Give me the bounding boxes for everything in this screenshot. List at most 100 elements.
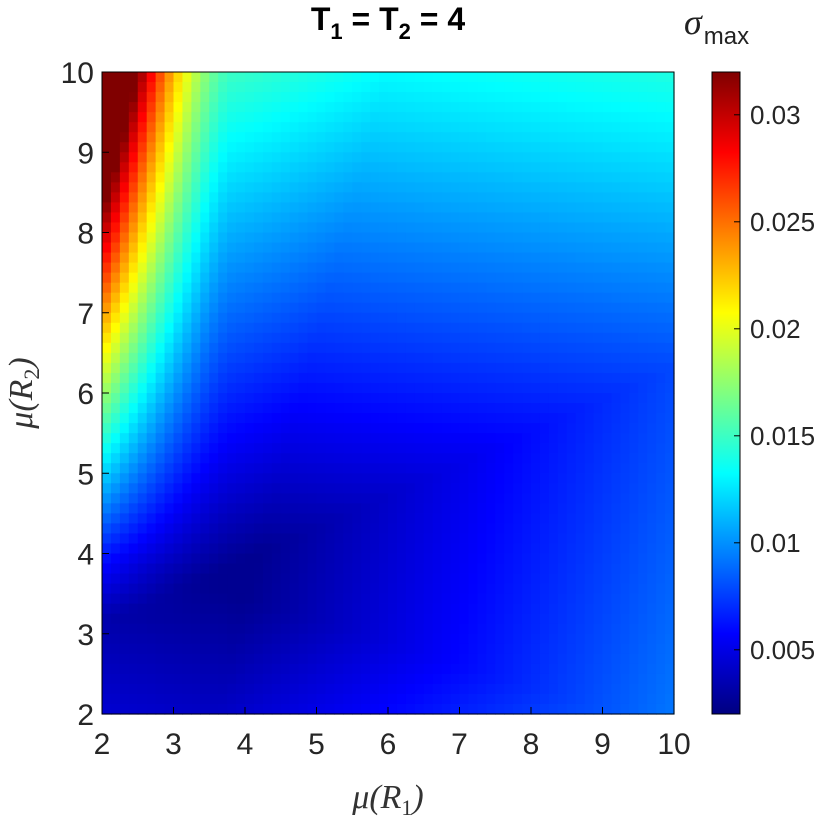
- heatmap-cell: [218, 332, 228, 344]
- heatmap-cell: [182, 523, 192, 535]
- heatmap-cell: [164, 132, 175, 143]
- heatmap-cell: [629, 533, 639, 545]
- heatmap-cell: [119, 403, 130, 414]
- heatmap-cell: [137, 613, 148, 625]
- heatmap-cell: [119, 453, 130, 464]
- heatmap-cell: [423, 543, 434, 555]
- heatmap-cell: [405, 202, 416, 214]
- heatmap-cell: [146, 423, 157, 434]
- heatmap-cell: [405, 242, 416, 254]
- heatmap-cell: [486, 212, 496, 224]
- heatmap-cell: [236, 663, 246, 675]
- heatmap-cell: [531, 322, 541, 334]
- heatmap-cell: [611, 72, 621, 83]
- heatmap-cell: [191, 352, 201, 364]
- heatmap-cell: [146, 513, 157, 525]
- heatmap-cell: [155, 162, 166, 173]
- heatmap-cell: [513, 372, 523, 384]
- heatmap-cell: [245, 302, 255, 314]
- heatmap-cell: [110, 643, 121, 655]
- heatmap-cell: [611, 613, 621, 625]
- heatmap-cell: [209, 623, 219, 635]
- heatmap-cell: [593, 132, 604, 143]
- heatmap-cell: [280, 443, 291, 454]
- heatmap-cell: [164, 603, 175, 615]
- heatmap-cell: [128, 272, 139, 284]
- heatmap-cell: [370, 523, 380, 535]
- heatmap-cell: [611, 393, 621, 404]
- heatmap-cell: [647, 523, 657, 535]
- heatmap-cell: [539, 292, 550, 304]
- heatmap-cell: [423, 553, 434, 565]
- heatmap-cell: [343, 362, 353, 374]
- heatmap-cell: [102, 192, 112, 204]
- heatmap-cell: [575, 132, 586, 143]
- heatmap-cell: [602, 623, 613, 635]
- heatmap-cell: [584, 152, 595, 163]
- heatmap-cell: [557, 583, 568, 595]
- heatmap-cell: [236, 533, 246, 545]
- heatmap-cell: [289, 382, 300, 394]
- heatmap-cell: [110, 533, 121, 545]
- heatmap-cell: [164, 362, 175, 374]
- heatmap-cell: [611, 483, 621, 494]
- heatmap-cell: [316, 663, 327, 675]
- heatmap-cell: [548, 252, 559, 264]
- heatmap-cell: [146, 623, 157, 635]
- heatmap-cell: [164, 623, 175, 635]
- heatmap-cell: [629, 703, 639, 715]
- heatmap-cell: [665, 503, 675, 514]
- heatmap-cell: [602, 112, 613, 123]
- heatmap-cell: [611, 523, 621, 535]
- heatmap-cell: [665, 613, 675, 625]
- heatmap-cell: [557, 633, 568, 645]
- heatmap-cell: [271, 483, 282, 494]
- heatmap-cell: [638, 513, 648, 525]
- heatmap-cell: [548, 122, 559, 133]
- heatmap-cell: [334, 573, 344, 585]
- heatmap-cell: [209, 463, 219, 474]
- heatmap-cell: [155, 593, 166, 605]
- heatmap-cell: [504, 473, 514, 484]
- heatmap-cell: [620, 182, 630, 193]
- heatmap-cell: [513, 423, 523, 434]
- heatmap-cell: [647, 483, 657, 494]
- heatmap-cell: [209, 292, 219, 304]
- heatmap-cell: [531, 403, 541, 414]
- heatmap-cell: [200, 563, 210, 575]
- heatmap-cell: [432, 172, 443, 183]
- heatmap-cell: [575, 473, 586, 484]
- heatmap-cell: [236, 312, 246, 324]
- heatmap-cell: [513, 703, 523, 715]
- heatmap-cell: [352, 282, 362, 294]
- heatmap-cell: [620, 413, 630, 424]
- heatmap-cell: [164, 423, 175, 434]
- heatmap-cell: [298, 493, 309, 504]
- heatmap-cell: [468, 403, 478, 414]
- heatmap-cell: [352, 152, 362, 163]
- heatmap-cell: [289, 643, 300, 655]
- heatmap-cell: [298, 623, 309, 635]
- heatmap-cell: [548, 102, 559, 113]
- heatmap-cell: [262, 563, 273, 575]
- heatmap-cell: [271, 703, 282, 715]
- heatmap-cell: [343, 423, 353, 434]
- heatmap-cell: [468, 683, 478, 695]
- heatmap-cell: [227, 483, 237, 494]
- heatmap-cell: [379, 192, 389, 204]
- heatmap-cell: [119, 473, 130, 484]
- heatmap-cell: [638, 222, 648, 234]
- heatmap-cell: [539, 152, 550, 163]
- heatmap-cell: [110, 282, 121, 294]
- heatmap-cell: [566, 633, 577, 645]
- heatmap-cell: [137, 122, 148, 133]
- heatmap-cell: [102, 433, 112, 444]
- heatmap-cell: [486, 192, 496, 204]
- heatmap-cell: [548, 172, 559, 183]
- heatmap-cell: [245, 322, 255, 334]
- heatmap-cell: [602, 192, 613, 204]
- heatmap-cell: [298, 563, 309, 575]
- heatmap-cell: [289, 252, 300, 264]
- heatmap-cell: [468, 182, 478, 193]
- heatmap-cell: [629, 493, 639, 504]
